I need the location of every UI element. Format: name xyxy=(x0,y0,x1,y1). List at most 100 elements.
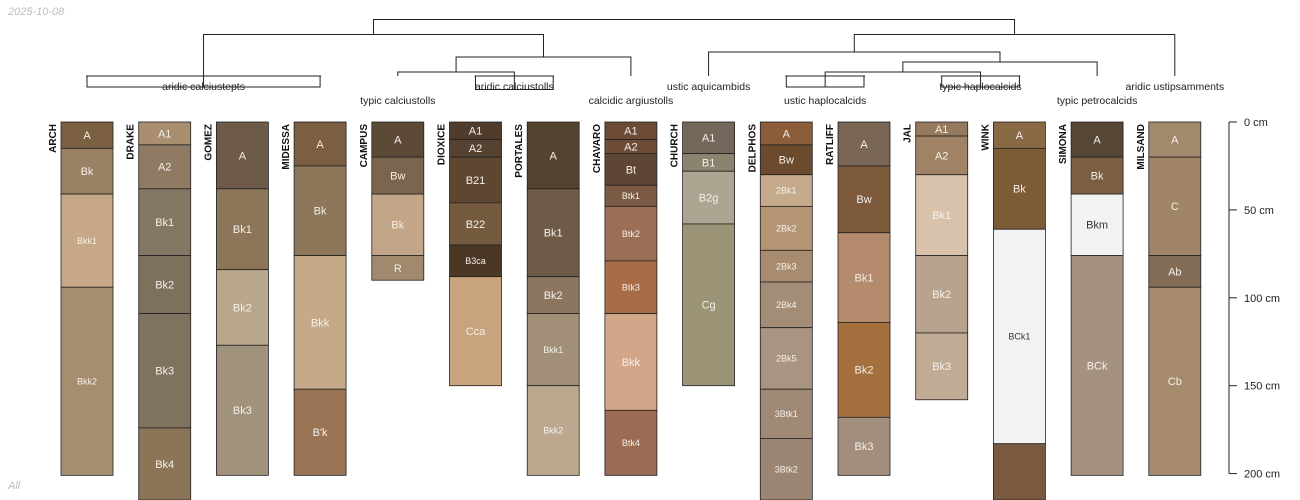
horizon-label: Bk2 xyxy=(932,289,951,301)
profile-name: PORTALES xyxy=(514,124,525,178)
dendrogram-link xyxy=(373,19,1016,35)
horizon-label: B2g xyxy=(699,192,719,204)
horizon-arch xyxy=(60,286,114,476)
horizon-label: A1 xyxy=(702,133,715,145)
horizon-label: Bk3 xyxy=(155,366,174,378)
horizon-label: Bk1 xyxy=(544,228,563,240)
horizon-label: Bkk xyxy=(622,357,641,369)
depth-tick-label: 0 cm xyxy=(1244,117,1268,129)
horizon-delphos xyxy=(759,144,813,176)
horizon-dioxice xyxy=(449,156,502,204)
horizon-ratliff xyxy=(837,322,891,418)
horizon-label: Bk1 xyxy=(932,210,951,222)
horizon-label: A xyxy=(783,128,791,140)
horizon-church xyxy=(682,223,735,387)
profile-name: GOMEZ xyxy=(203,124,214,161)
horizon-simona xyxy=(1070,255,1124,476)
horizon-label: 2Bk1 xyxy=(776,186,797,196)
profile-name: MIDESSA xyxy=(281,124,292,170)
horizon-delphos xyxy=(759,249,813,283)
group-label: calcidic argiustolls xyxy=(589,95,674,107)
date-label: 2025-10-08 xyxy=(8,6,65,18)
horizon-delphos xyxy=(759,438,813,500)
horizon-arch xyxy=(60,193,114,288)
profile-name: CHAVARO xyxy=(592,124,603,173)
horizon-label: B3ca xyxy=(465,256,486,266)
horizon-campus xyxy=(371,255,425,281)
horizon-milsand xyxy=(1148,121,1202,158)
horizon-simona xyxy=(1070,193,1124,257)
horizon-label: B22 xyxy=(466,219,486,231)
horizon-label: Cca xyxy=(466,326,486,338)
horizon-chavaro xyxy=(604,205,658,262)
horizon-label: Bw xyxy=(390,170,405,182)
horizon-label: Bk4 xyxy=(155,459,174,471)
horizon-label: B21 xyxy=(466,175,486,187)
horizon-delphos xyxy=(759,388,813,439)
horizon-label: Bt xyxy=(626,164,636,176)
horizon-gomez xyxy=(215,121,269,190)
horizon-church xyxy=(682,121,735,155)
profile-name: DIOXICE xyxy=(437,124,448,165)
horizon-portales xyxy=(526,276,580,315)
group-label: typic haplocalcids xyxy=(939,81,1021,93)
horizon-milsand xyxy=(1148,286,1202,476)
horizon-label: A2 xyxy=(624,141,637,153)
group-label: aridic calciustolls xyxy=(475,81,554,93)
horizon-ratliff xyxy=(837,416,891,476)
horizon-label: A xyxy=(316,139,324,151)
profile-name: JAL xyxy=(903,124,914,143)
horizon-label: B'k xyxy=(313,427,328,439)
horizon-label: Btk1 xyxy=(622,191,640,201)
horizon-label: B1 xyxy=(702,157,715,169)
horizon-simona xyxy=(1070,121,1124,158)
group-label: ustic haplocalcids xyxy=(784,95,866,107)
horizon-label: Bk2 xyxy=(855,365,874,377)
profile-name: DRAKE xyxy=(126,124,137,160)
horizon-ratliff xyxy=(837,121,891,167)
horizon-label: 3Btk2 xyxy=(775,464,798,474)
horizon-label: Bk1 xyxy=(155,217,174,229)
horizon-label: Ab xyxy=(1168,266,1181,278)
horizon-label: BCk xyxy=(1087,360,1108,372)
horizon-label: Bkk1 xyxy=(543,345,563,355)
profile-name: DELPHOS xyxy=(747,124,758,173)
horizon-church xyxy=(682,170,735,225)
horizon-label: Bk3 xyxy=(855,441,874,453)
depth-tick-label: 100 cm xyxy=(1244,293,1280,305)
horizon-label: 2Bk5 xyxy=(776,354,797,364)
horizon-label: A xyxy=(1016,130,1024,142)
horizon-midessa xyxy=(293,255,347,390)
group-label: aridic ustipsamments xyxy=(1125,81,1224,93)
horizon-delphos xyxy=(759,327,813,390)
horizon-label: Bkk2 xyxy=(543,426,563,436)
horizon-midessa xyxy=(293,121,347,167)
horizon-wink xyxy=(993,443,1046,500)
group-label: aridic calciustepts xyxy=(162,81,245,93)
horizon-label: A1 xyxy=(469,126,482,138)
profile-name: MILSAND xyxy=(1136,124,1147,170)
horizon-label: A2 xyxy=(935,150,948,162)
horizon-gomez xyxy=(215,188,269,271)
horizon-label: A2 xyxy=(158,162,171,174)
horizon-label: Cb xyxy=(1168,376,1182,388)
horizon-label: Btk3 xyxy=(622,282,640,292)
horizon-drake xyxy=(138,144,192,190)
horizon-drake xyxy=(138,313,192,429)
horizon-wink xyxy=(993,147,1046,230)
horizon-label: Bw xyxy=(856,194,871,206)
horizon-label: Bk2 xyxy=(155,279,174,291)
corner-label: All xyxy=(8,480,21,492)
horizon-dioxice xyxy=(449,244,502,278)
horizon-milsand xyxy=(1148,255,1202,288)
dendrogram-link xyxy=(455,56,632,76)
dendrogram-link xyxy=(902,61,1098,76)
horizon-label: 2Bk2 xyxy=(776,224,797,234)
horizon-label: Cg xyxy=(702,300,716,312)
profile-name: WINK xyxy=(980,123,991,150)
horizon-arch xyxy=(60,147,114,195)
horizon-jal xyxy=(915,135,969,176)
profile-name: RATLIFF xyxy=(825,124,836,165)
profile-name: CHURCH xyxy=(670,124,681,167)
